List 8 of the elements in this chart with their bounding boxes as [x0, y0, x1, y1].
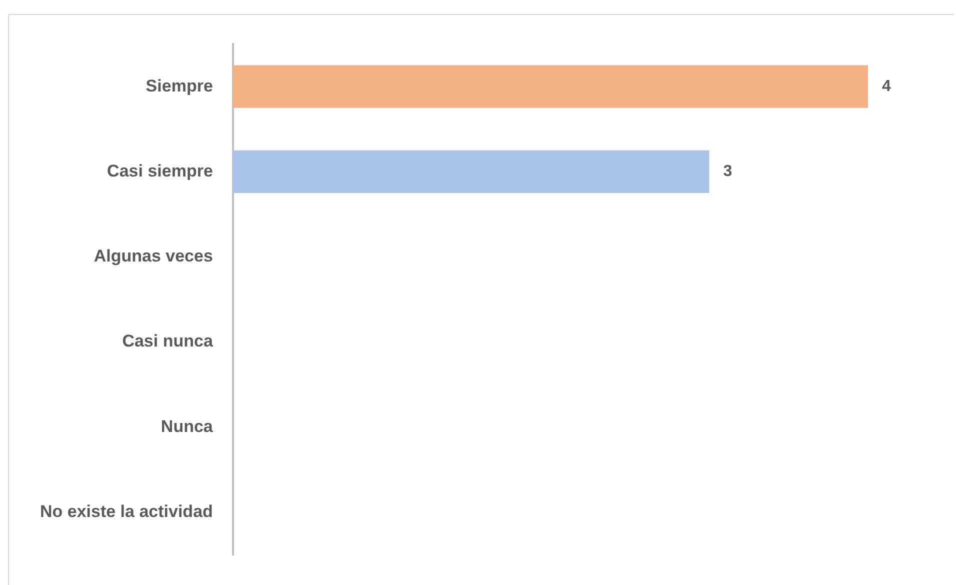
y-tick-label: Siempre: [146, 76, 213, 96]
data-label: 4: [882, 78, 891, 95]
y-tick-label: Algunas veces: [94, 246, 213, 266]
y-tick-label: No existe la actividad: [40, 502, 213, 521]
data-label: 3: [723, 163, 732, 180]
y-tick-label: Casi nunca: [122, 332, 214, 351]
y-tick-label: Nunca: [160, 416, 214, 436]
y-tick-label: Casi siempre: [107, 161, 213, 180]
